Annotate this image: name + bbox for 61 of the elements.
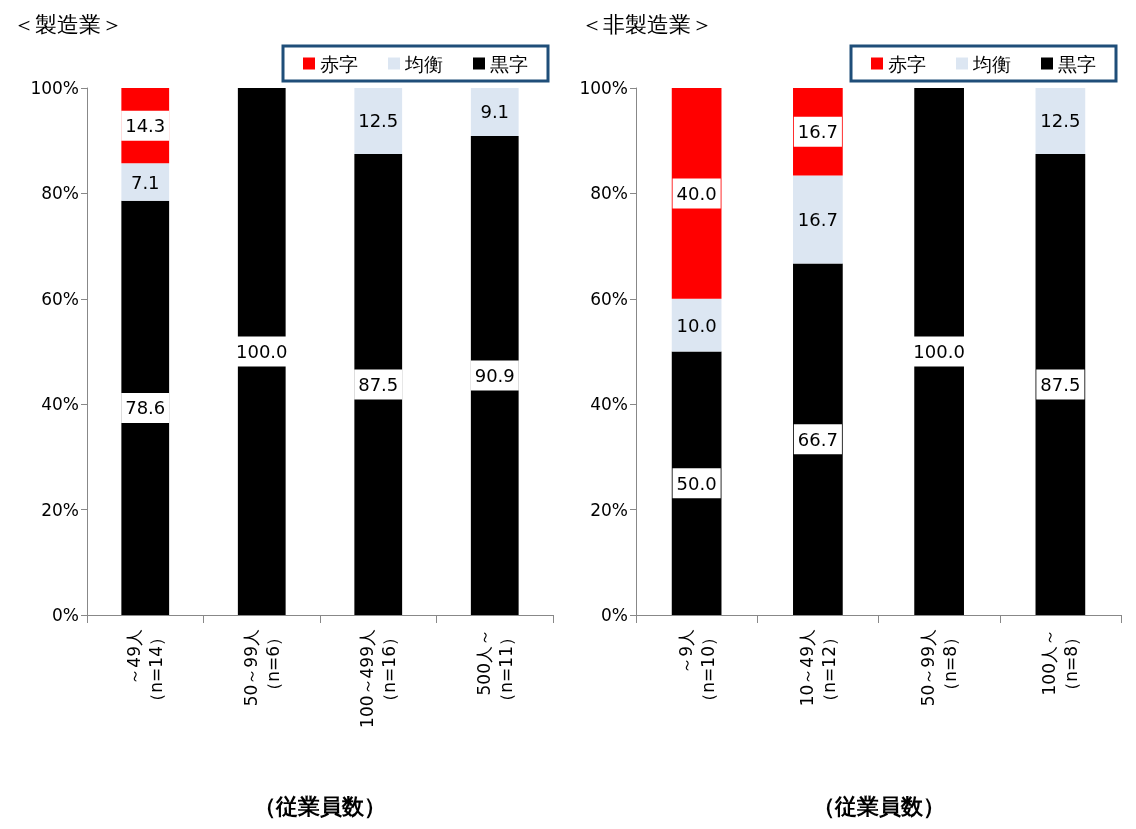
data-label: 14.3 <box>125 115 166 137</box>
bar <box>793 263 843 615</box>
y-tick-label: 20% <box>41 499 79 520</box>
data-label: 7.1 <box>130 171 160 193</box>
data-label: 10.0 <box>676 314 717 336</box>
bar <box>354 88 403 154</box>
y-tick-label: 0% <box>52 605 79 625</box>
data-label: 87.5 <box>1040 373 1081 395</box>
y-tick-label: 100% <box>30 78 79 98</box>
x-tick-label: 500人～（n=11） <box>473 629 516 710</box>
y-tick-label: 0% <box>601 605 628 625</box>
data-label: 50.0 <box>676 472 717 494</box>
data-label: 87.5 <box>358 373 399 395</box>
bar <box>470 135 519 615</box>
data-label: 9.1 <box>480 101 510 123</box>
data-label: 40.0 <box>676 182 717 204</box>
y-tick-label: 40% <box>590 394 628 415</box>
legend-label: 均衡 <box>972 52 1011 75</box>
data-label: 90.9 <box>474 364 515 386</box>
data-label: 66.7 <box>797 428 838 450</box>
data-label: 100.0 <box>235 341 288 362</box>
x-tick-label: 50～99人（n=6） <box>240 629 283 707</box>
y-tick-label: 60% <box>590 288 628 309</box>
x-tick-label: 10～49人（n=12） <box>796 629 839 710</box>
bar <box>121 163 170 201</box>
legend-label: 黒字 <box>490 52 528 75</box>
data-label: 12.5 <box>358 110 399 132</box>
legend-label: 赤字 <box>888 52 926 75</box>
data-label: 78.6 <box>125 397 166 419</box>
bar <box>914 88 964 615</box>
data-label: 16.7 <box>797 121 838 143</box>
chart-title: ＜非製造業＞ <box>581 11 713 37</box>
legend-label: 黒字 <box>1058 52 1096 75</box>
x-tick-label: 100～499人（n=16） <box>357 629 400 728</box>
x-tick-label: 100人～（n=8） <box>1039 629 1082 699</box>
data-label: 16.7 <box>797 208 838 230</box>
bar <box>671 298 722 352</box>
x-tick-label: ～49人（n=14） <box>124 629 167 710</box>
y-tick-label: 40% <box>41 394 79 415</box>
legend-label: 赤字 <box>320 52 358 75</box>
chart-title: ＜製造業＞ <box>13 11 123 37</box>
x-axis-title: （従業員数） <box>812 793 945 819</box>
bar <box>671 351 722 615</box>
y-tick-label: 80% <box>590 183 628 204</box>
bar <box>1035 88 1086 154</box>
bar <box>1035 153 1086 615</box>
data-label: 100.0 <box>913 341 965 362</box>
bar <box>237 88 286 615</box>
x-tick-label: ～9人（n=10） <box>675 629 718 710</box>
legend-label: 均衡 <box>404 52 443 75</box>
y-tick-label: 60% <box>41 288 79 309</box>
data-label: 12.5 <box>1040 110 1081 132</box>
x-tick-label: 50～99人（n=8） <box>918 629 961 707</box>
y-tick-label: 20% <box>590 499 628 520</box>
y-tick-label: 100% <box>579 78 628 98</box>
bar <box>121 200 170 615</box>
x-axis-title: （従業員数） <box>254 793 386 819</box>
bar <box>793 175 843 264</box>
y-tick-label: 80% <box>41 183 79 204</box>
bar <box>470 88 519 136</box>
bar <box>354 153 403 615</box>
